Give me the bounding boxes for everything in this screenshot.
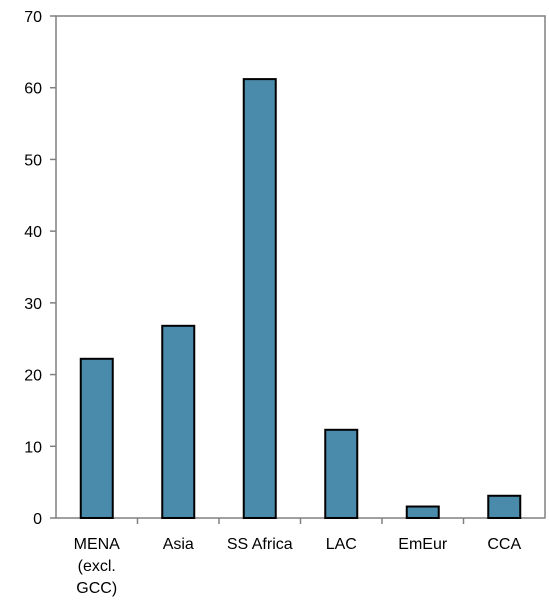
bar [79,357,114,519]
bar [405,505,440,520]
y-axis: 0 10 20 30 40 50 60 70 [24,9,56,528]
x-category-label-line: CCA [487,536,521,553]
y-tick-label: 70 [24,9,42,26]
x-category-label-line: EmEur [398,536,448,553]
x-category-label: LAC [326,536,357,553]
x-category-label: Asia [163,536,194,553]
x-category-label-line: GCC) [76,580,117,597]
y-tick-label: 0 [33,511,42,528]
y-tick-label: 30 [24,296,42,313]
x-category-label-line: SS Africa [227,536,293,553]
y-tick-label: 40 [24,224,42,241]
bar [242,78,277,519]
bar [161,324,196,520]
y-tick-label: 20 [24,368,42,385]
bar [487,494,522,520]
plot-area-frame [55,15,546,519]
x-category-label: MENA (excl. GCC) [74,536,121,597]
x-category-label-line: LAC [326,536,357,553]
x-category-label-line: MENA [74,536,121,553]
x-category-label: SS Africa [227,536,293,553]
x-category-label-line: Asia [163,536,194,553]
x-category-label: CCA [487,536,521,553]
x-category-label-line: (excl. [78,558,116,575]
bar [324,428,359,520]
y-tick-label: 50 [24,152,42,169]
x-axis: MENA (excl. GCC) Asia SS Africa LAC EmEur CCA [74,518,521,597]
x-category-label: EmEur [398,536,448,553]
bars [79,78,522,520]
y-tick-label: 60 [24,81,42,98]
y-tick-label: 10 [24,439,42,456]
